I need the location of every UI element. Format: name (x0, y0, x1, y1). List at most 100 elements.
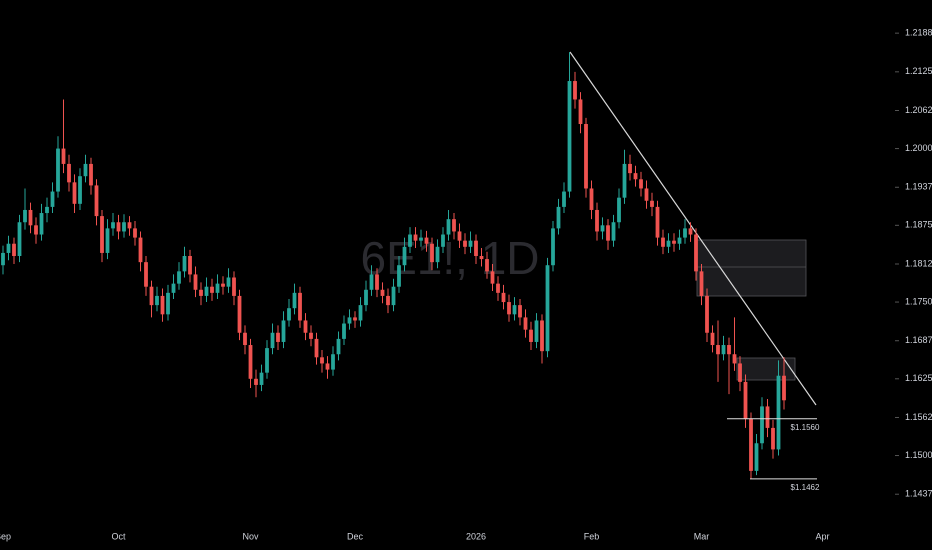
candle-body (430, 243, 434, 263)
y-tick-label: 1.2188 (905, 28, 932, 38)
candle-body (364, 289, 368, 306)
candle-body (232, 277, 236, 296)
candle-body (303, 320, 308, 333)
candle-body (507, 302, 511, 315)
level-label: $1.1560 (791, 423, 820, 432)
candle-body (622, 163, 627, 198)
candle-body (248, 345, 253, 379)
candle-body (28, 209, 33, 226)
x-tick-label: Apr (815, 531, 829, 541)
candle-body (292, 292, 297, 309)
candle-body (397, 265, 401, 287)
y-tick-label: 1.2125 (905, 66, 932, 76)
candle-body (496, 283, 500, 293)
candle-body (760, 406, 764, 444)
candle-body (237, 295, 242, 333)
candle-body (111, 222, 115, 229)
candle-body (738, 363, 742, 382)
candle-body (386, 295, 390, 306)
candle-body (166, 292, 170, 315)
candle-body (600, 225, 605, 232)
x-tick-label: Oct (111, 531, 126, 541)
candle-body (353, 317, 357, 321)
candle-body (50, 191, 55, 207)
candle-body (782, 375, 786, 401)
candle-body (644, 188, 649, 201)
candle-body (441, 234, 445, 247)
candle-body (771, 427, 775, 450)
y-tick-label: 1.1750 (905, 296, 932, 306)
y-tick-label: 1.1937 (905, 182, 932, 192)
candle-body (743, 381, 748, 419)
candle-body (171, 283, 176, 293)
candle-body (105, 228, 110, 253)
y-tick-label: 1.1562 (905, 412, 932, 422)
candle-body (529, 329, 533, 342)
candle-body (765, 406, 770, 428)
candle-body (419, 237, 423, 241)
candle-body (144, 262, 148, 287)
candle-body (221, 283, 225, 287)
y-tick-label: 1.1812 (905, 258, 932, 268)
candle-body (754, 443, 759, 471)
x-tick-label: Dec (347, 531, 364, 541)
candle-body (683, 228, 687, 238)
candle-body (501, 292, 506, 303)
candle-body (138, 237, 143, 263)
candle-body (611, 222, 616, 241)
candle-body (534, 320, 539, 342)
candle-body (127, 222, 132, 229)
candle-body (45, 206, 49, 214)
zone (696, 239, 807, 297)
candle-body (155, 295, 159, 306)
candle-body (628, 163, 632, 174)
candle-body (457, 231, 462, 241)
candle-body (551, 228, 555, 266)
candle-body (474, 240, 478, 257)
candle-body (617, 197, 621, 223)
candle-body (661, 237, 665, 247)
candle-body (391, 286, 396, 306)
candle-body (72, 182, 77, 204)
candle-body (705, 295, 709, 333)
candle-body (479, 256, 484, 260)
candle-body (732, 354, 737, 364)
candle-body (666, 240, 671, 247)
candle-body (710, 332, 715, 346)
candle-body (133, 228, 137, 238)
candle-body (342, 323, 346, 339)
candle-body (402, 246, 407, 266)
candles (1, 52, 786, 479)
candle-body (276, 332, 280, 342)
candle-body (281, 320, 286, 342)
candle-body (688, 228, 693, 235)
candle-body (408, 234, 412, 247)
candle-body (749, 418, 753, 471)
candle-body (193, 274, 198, 290)
y-tick-label: 1.2062 (905, 105, 932, 115)
candle-body (633, 173, 638, 180)
candle-body (358, 305, 363, 321)
candle-body (721, 345, 726, 355)
candle-body (243, 332, 247, 346)
candle-body (606, 225, 610, 241)
candle-body (380, 289, 385, 296)
candle-body (512, 305, 517, 315)
candle-body (435, 246, 440, 263)
zone (736, 357, 796, 381)
y-tick-label: 1.2000 (905, 143, 932, 153)
candle-body (160, 295, 165, 315)
candle-body (518, 305, 522, 318)
candle-body (23, 209, 27, 223)
candle-body (83, 163, 88, 177)
candle-body (727, 345, 731, 355)
candle-body (567, 81, 572, 192)
candle-body (699, 271, 704, 296)
candle-body (595, 209, 599, 232)
candle-body (584, 124, 588, 189)
x-tick-label: Nov (242, 531, 259, 541)
candle-body (331, 354, 335, 370)
candle-body (694, 234, 698, 272)
